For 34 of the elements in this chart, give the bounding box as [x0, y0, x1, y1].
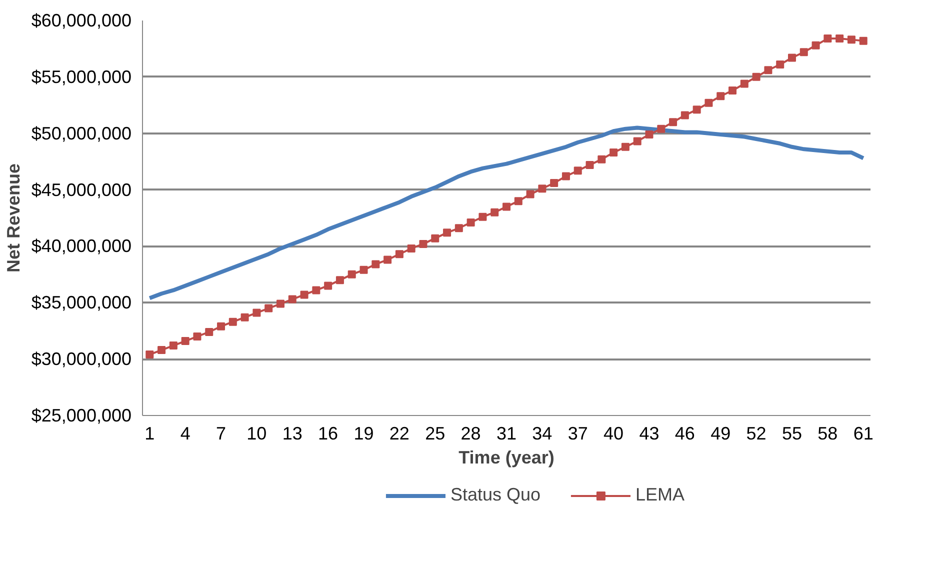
- legend-label: Status Quo: [450, 484, 541, 506]
- x-tick-label: 7: [216, 424, 226, 444]
- x-tick-label: 13: [282, 424, 302, 444]
- x-tick-label: 40: [604, 424, 624, 444]
- x-tick-label: 1: [144, 424, 155, 444]
- x-tick-label: 31: [496, 424, 517, 444]
- x-tick-label: 28: [460, 424, 481, 444]
- x-tick-label: 55: [782, 424, 802, 444]
- line-series: [148, 126, 866, 300]
- x-tick-label: 46: [674, 424, 695, 444]
- x-tick-label: 37: [568, 424, 588, 444]
- x-tick-label: 61: [853, 424, 874, 444]
- y-tick-label: $45,000,000: [31, 180, 132, 200]
- y-tick-label: $35,000,000: [31, 292, 132, 313]
- y-tick-label: $55,000,000: [31, 66, 132, 87]
- y-tick-label: $50,000,000: [31, 123, 132, 144]
- x-tick-label: 49: [710, 424, 731, 444]
- x-tick-label: 16: [318, 424, 338, 444]
- x-tick-label: 10: [246, 424, 267, 444]
- x-axis-title: Time (year): [458, 448, 554, 468]
- x-tick-label: 22: [389, 424, 410, 444]
- y-tick-label: $25,000,000: [31, 406, 132, 426]
- x-tick-label: 19: [354, 424, 374, 444]
- legend-label: LEMA: [636, 484, 685, 506]
- x-tick-label: 34: [532, 424, 552, 444]
- x-tick-label: 58: [818, 424, 838, 444]
- x-tick-label: 43: [639, 424, 660, 444]
- x-tick-label: 25: [425, 424, 446, 444]
- x-tick-label: 4: [180, 424, 190, 444]
- y-tick-label: $40,000,000: [31, 236, 132, 256]
- x-tick-label: 52: [746, 424, 766, 444]
- y-tick-label: $60,000,000: [31, 10, 132, 30]
- y-tick-label: $30,000,000: [31, 349, 132, 370]
- y-axis-title: Net Revenue: [3, 163, 24, 273]
